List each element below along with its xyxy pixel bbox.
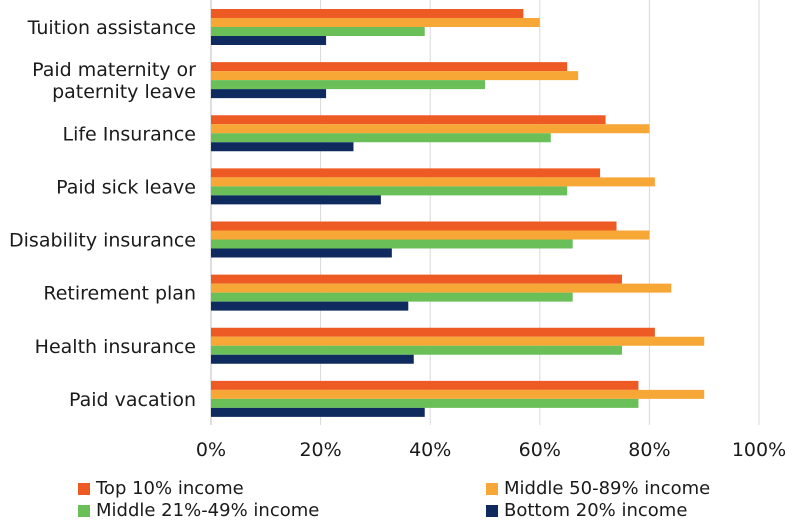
legend-item-bottom-20: Bottom 20% income <box>486 500 687 522</box>
bar-disability-insurance-bottom-20-income <box>211 248 392 258</box>
bar-disability-insurance-top-10-income <box>211 221 617 231</box>
category-label-life-insurance: Life Insurance <box>62 123 196 145</box>
x-tick-label-100: 100% <box>732 439 786 461</box>
bar-paid-vacation-middle-21-49-income <box>211 398 639 408</box>
category-label-disability-insurance: Disability insurance <box>9 230 196 252</box>
bar-health-insurance-bottom-20-income <box>211 354 414 364</box>
x-tick-label-20: 20% <box>299 439 341 461</box>
bar-paid-maternity-or-paternity-leave-bottom-20-income <box>211 89 327 99</box>
bar-health-insurance-middle-21-49-income <box>211 345 622 355</box>
legend-label-bottom-20: Bottom 20% income <box>504 500 688 521</box>
bar-disability-insurance-middle-21-49-income <box>211 239 573 249</box>
bar-life-insurance-bottom-20-income <box>211 142 354 152</box>
bar-paid-vacation-bottom-20-income <box>211 407 425 417</box>
bar-paid-sick-leave-middle-50-89-income <box>211 177 655 187</box>
bar-paid-sick-leave-middle-21-49-income <box>211 186 568 196</box>
bar-retirement-plan-top-10-income <box>211 274 622 284</box>
x-tick-label-40: 40% <box>409 439 451 461</box>
bar-tuition-assistance-top-10-income <box>211 9 524 18</box>
bar-life-insurance-top-10-income <box>211 115 606 125</box>
bar-health-insurance-middle-50-89-income <box>211 336 705 346</box>
bar-paid-vacation-middle-50-89-income <box>211 389 705 399</box>
category-label-tuition-assistance: Tuition assistance <box>27 17 196 39</box>
category-label-paid-sick-leave: Paid sick leave <box>56 176 196 198</box>
x-tick-label-60: 60% <box>519 439 561 461</box>
bar-paid-sick-leave-bottom-20-income <box>211 195 381 205</box>
bar-life-insurance-middle-50-89-income <box>211 124 650 134</box>
legend-item-middle-21-49: Middle 21%-49% income <box>78 500 319 522</box>
category-label-health-insurance: Health insurance <box>35 336 196 358</box>
legend-label-middle-21-49: Middle 21%-49% income <box>96 500 320 521</box>
bar-paid-vacation-top-10-income <box>211 380 639 390</box>
x-tick-label-80: 80% <box>628 439 670 461</box>
x-tick-label-0: 0% <box>196 439 226 461</box>
bar-tuition-assistance-middle-50-89-income <box>211 18 540 27</box>
bar-paid-maternity-or-paternity-leave-middle-50-89-income <box>211 71 579 81</box>
bar-disability-insurance-middle-50-89-income <box>211 230 650 240</box>
category-label-retirement-plan: Retirement plan <box>43 283 196 305</box>
category-label-paid-vacation: Paid vacation <box>69 389 196 411</box>
bar-tuition-assistance-middle-21-49-income <box>211 27 425 36</box>
category-label-paid-maternity-or-paternity-leave-line1: Paid maternity or <box>32 59 196 81</box>
legend-swatch-top-10 <box>78 483 90 495</box>
legend-swatch-bottom-20 <box>486 505 498 517</box>
bar-life-insurance-middle-21-49-income <box>211 133 551 143</box>
bar-health-insurance-top-10-income <box>211 327 655 337</box>
bar-retirement-plan-bottom-20-income <box>211 301 409 311</box>
legend-label-middle-50-89: Middle 50-89% income <box>504 478 711 499</box>
bar-tuition-assistance-bottom-20-income <box>211 36 327 45</box>
chart-legend: Top 10% income Middle 50-89% income Midd… <box>0 476 800 526</box>
legend-item-middle-50-89: Middle 50-89% income <box>486 478 710 500</box>
legend-swatch-middle-21-49 <box>78 505 90 517</box>
bar-retirement-plan-middle-21-49-income <box>211 292 573 302</box>
bar-retirement-plan-middle-50-89-income <box>211 283 672 293</box>
legend-item-top-10: Top 10% income <box>78 478 244 500</box>
category-label-paid-maternity-or-paternity-leave-line2: paternity leave <box>52 81 196 103</box>
bar-paid-maternity-or-paternity-leave-middle-21-49-income <box>211 80 485 90</box>
legend-label-top-10: Top 10% income <box>96 478 244 499</box>
bar-paid-maternity-or-paternity-leave-top-10-income <box>211 62 568 72</box>
bar-paid-sick-leave-top-10-income <box>211 168 601 178</box>
legend-swatch-middle-50-89 <box>486 483 498 495</box>
